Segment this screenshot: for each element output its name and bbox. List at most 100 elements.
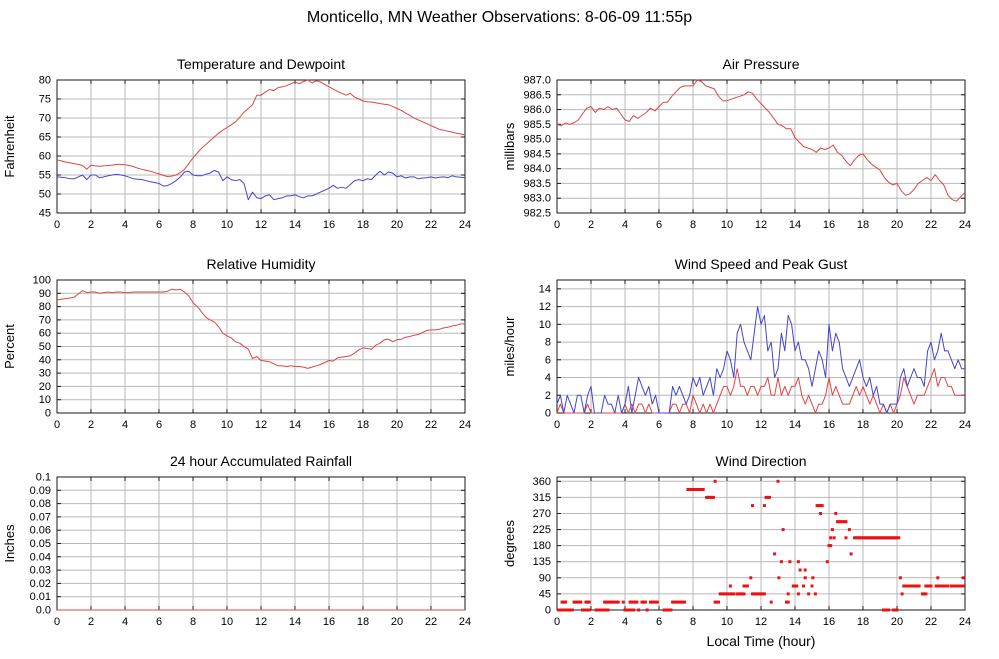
svg-text:50: 50 [39, 341, 51, 353]
svg-text:16: 16 [323, 616, 335, 628]
svg-text:24: 24 [459, 419, 471, 431]
svg-text:0.09: 0.09 [30, 485, 51, 497]
svg-text:10: 10 [221, 219, 233, 231]
svg-text:983.0: 983.0 [523, 193, 551, 205]
svg-text:986.5: 986.5 [523, 89, 551, 101]
relative-humidity-chart: Relative Humidity 0 2 4 6 8 10 12 14 16 18 20 22 24 0… [0, 252, 490, 436]
svg-text:24: 24 [459, 616, 471, 628]
svg-text:4: 4 [622, 419, 628, 431]
svg-text:315: 315 [533, 492, 551, 504]
svg-text:0: 0 [545, 408, 551, 420]
svg-text:0.04: 0.04 [30, 551, 51, 563]
svg-text:4: 4 [122, 219, 128, 231]
svg-text:12: 12 [755, 616, 767, 628]
svg-text:6: 6 [656, 219, 662, 231]
svg-text:10: 10 [539, 319, 551, 331]
svg-text:0: 0 [554, 419, 560, 431]
svg-text:985.5: 985.5 [523, 119, 551, 131]
wind-speed-gust-plot: 0 2 4 6 8 10 12 14 16 18 20 22 2402468101214miles/ho… [502, 279, 971, 431]
svg-text:20: 20 [891, 219, 903, 231]
svg-text:0: 0 [554, 219, 560, 231]
svg-text:24: 24 [959, 219, 971, 231]
svg-text:8: 8 [690, 219, 696, 231]
svg-text:2: 2 [588, 219, 594, 231]
svg-text:miles/hour: miles/hour [502, 316, 517, 377]
wind-direction-plot: 0 2 4 6 8 10 12 14 16 18 20 22 240459013518022527031… [502, 476, 971, 628]
svg-text:18: 18 [357, 419, 369, 431]
svg-text:22: 22 [925, 219, 937, 231]
svg-text:12: 12 [755, 219, 767, 231]
svg-text:14: 14 [289, 419, 301, 431]
svg-text:60: 60 [39, 328, 51, 340]
svg-text:10: 10 [721, 616, 733, 628]
svg-text:20: 20 [391, 219, 403, 231]
svg-text:22: 22 [425, 616, 437, 628]
wind-speed-gust-chart-title: Wind Speed and Peak Gust [674, 256, 848, 272]
svg-text:16: 16 [823, 219, 835, 231]
svg-text:65: 65 [39, 132, 51, 144]
svg-text:6: 6 [156, 616, 162, 628]
svg-text:6: 6 [156, 219, 162, 231]
svg-text:14: 14 [289, 616, 301, 628]
svg-text:22: 22 [425, 419, 437, 431]
svg-text:0.05: 0.05 [30, 538, 51, 550]
svg-text:6: 6 [545, 354, 551, 366]
x-axis-label: Local Time (hour) [706, 633, 816, 649]
svg-text:10: 10 [39, 394, 51, 406]
svg-text:14: 14 [539, 283, 551, 295]
svg-text:8: 8 [545, 337, 551, 349]
svg-text:2: 2 [88, 419, 94, 431]
svg-text:18: 18 [857, 419, 869, 431]
svg-text:55: 55 [39, 170, 51, 182]
svg-text:75: 75 [39, 94, 51, 106]
svg-text:50: 50 [39, 189, 51, 201]
svg-text:90: 90 [39, 288, 51, 300]
svg-text:8: 8 [690, 616, 696, 628]
svg-text:14: 14 [289, 219, 301, 231]
svg-text:4: 4 [622, 616, 628, 628]
svg-text:14: 14 [789, 419, 801, 431]
svg-text:4: 4 [122, 419, 128, 431]
rainfall-chart-title: 24 hour Accumulated Rainfall [169, 453, 353, 469]
wind-speed-gust-chart: Wind Speed and Peak Gust 0 2 4 6 8 10 12 14 16 18… [500, 252, 990, 436]
temperature-dewpoint-plot: 0 2 4 6 8 10 12 14 16 18 20 22 244550556065707580Fah… [2, 76, 471, 231]
page-title: Monticello, MN Weather Observations: 8-0… [306, 9, 693, 26]
svg-text:10: 10 [221, 616, 233, 628]
svg-text:40: 40 [39, 354, 51, 366]
svg-text:0.03: 0.03 [30, 565, 51, 577]
svg-text:982.5: 982.5 [523, 208, 551, 220]
svg-text:0: 0 [54, 616, 60, 628]
svg-text:4: 4 [122, 616, 128, 628]
svg-text:12: 12 [539, 301, 551, 313]
rainfall-plot: 0 2 4 6 8 10 12 14 16 18 20 22 240.00.010.020.030.04… [2, 473, 471, 628]
svg-text:80: 80 [39, 301, 51, 313]
svg-text:Inches: Inches [2, 524, 17, 563]
svg-text:180: 180 [533, 540, 551, 552]
svg-text:135: 135 [533, 556, 551, 568]
svg-text:8: 8 [690, 419, 696, 431]
svg-text:12: 12 [255, 419, 267, 431]
svg-text:14: 14 [789, 616, 801, 628]
svg-text:10: 10 [721, 419, 733, 431]
svg-text:2: 2 [88, 616, 94, 628]
svg-text:45: 45 [539, 588, 551, 600]
svg-text:0.1: 0.1 [36, 473, 51, 484]
wind-direction-chart-title: Wind Direction [715, 453, 807, 469]
svg-text:986.0: 986.0 [523, 104, 551, 116]
svg-text:0: 0 [554, 616, 560, 628]
temperature-dewpoint-chart: Temperature and Dewpoint 0 2 4 6 8 10 12 14 16 18… [0, 52, 490, 236]
svg-text:0.07: 0.07 [30, 511, 51, 523]
svg-text:60: 60 [39, 151, 51, 163]
svg-text:12: 12 [255, 616, 267, 628]
svg-text:20: 20 [39, 381, 51, 393]
svg-text:70: 70 [39, 113, 51, 125]
svg-text:0.0: 0.0 [36, 605, 51, 617]
svg-text:12: 12 [255, 219, 267, 231]
svg-text:16: 16 [823, 616, 835, 628]
temperature-dewpoint-chart-title: Temperature and Dewpoint [176, 56, 346, 72]
svg-text:0: 0 [45, 408, 51, 420]
relative-humidity-chart-title: Relative Humidity [206, 256, 316, 272]
svg-text:20: 20 [391, 616, 403, 628]
svg-text:6: 6 [656, 419, 662, 431]
